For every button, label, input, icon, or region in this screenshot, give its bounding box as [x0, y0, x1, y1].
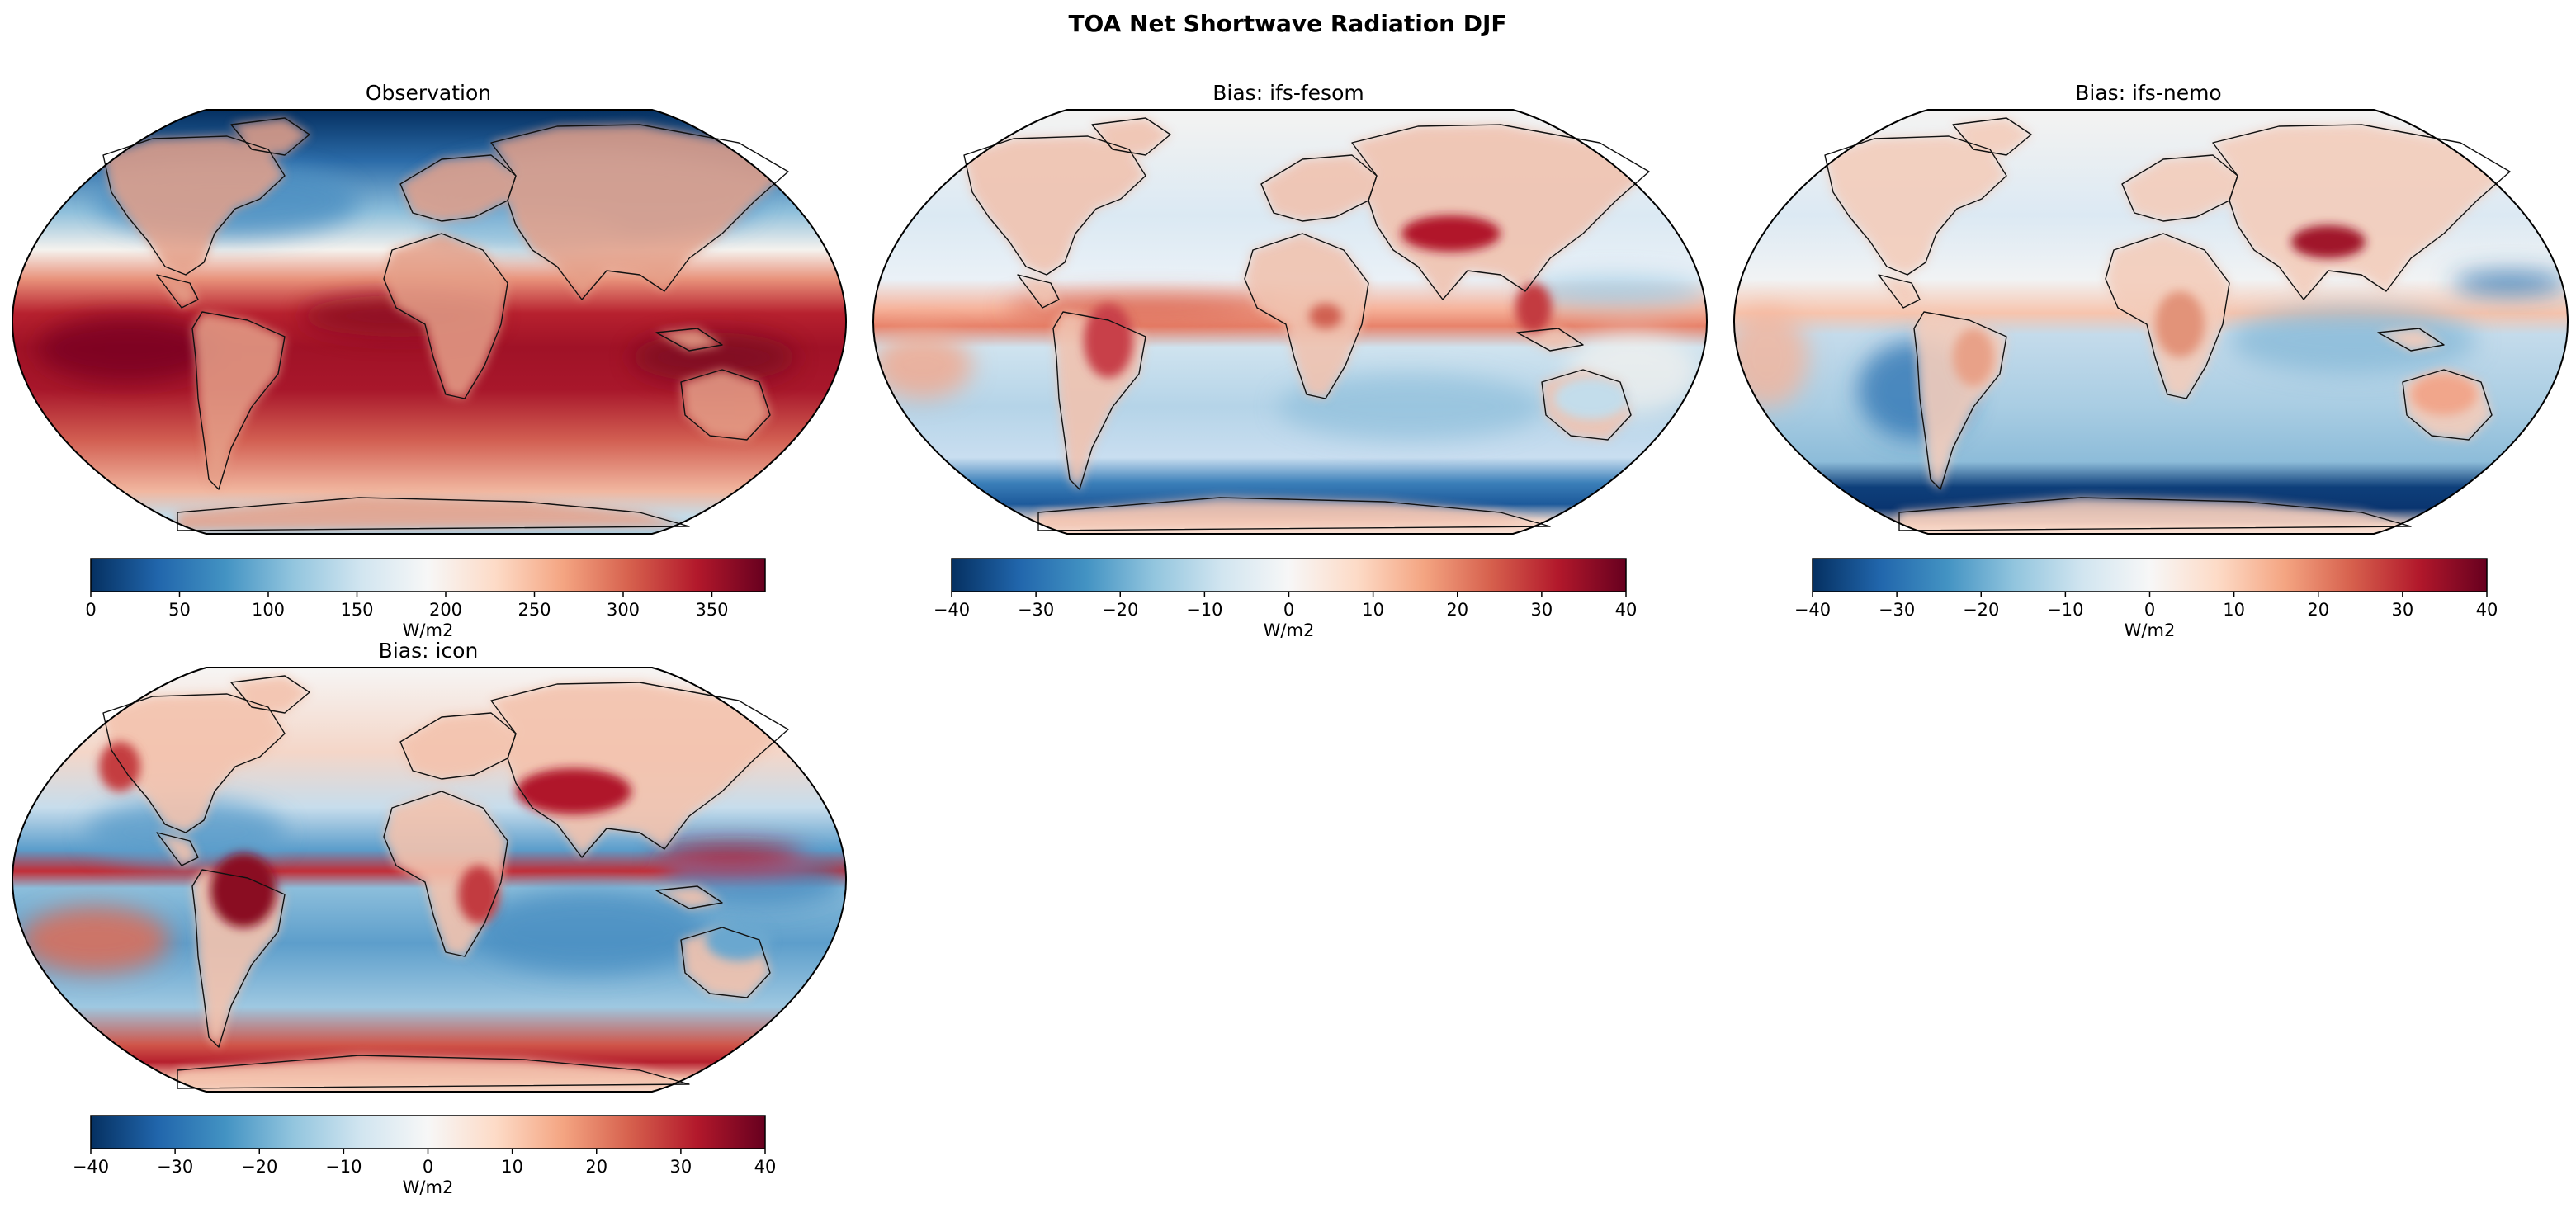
map-bias-ifs-fesom — [872, 109, 1709, 535]
colorbar-tick-label: −30 — [157, 1157, 193, 1177]
colorbar-gradient — [951, 558, 1627, 592]
colorbar-tick-label: −10 — [2047, 600, 2083, 620]
colorbar-tick-label: 200 — [429, 600, 462, 620]
colorbar-tick-label: 30 — [1531, 600, 1553, 620]
panel-title: Bias: ifs-fesom — [1212, 81, 1364, 105]
colorbar-bias-ifs-nemo: −40 −30 −20 −10 0 10 20 30 40 W/m2 — [1794, 558, 2498, 640]
colorbar-tick-label: −40 — [73, 1157, 109, 1177]
colorbar-unit-label: W/m2 — [403, 621, 454, 640]
map-bias-ifs-nemo — [1732, 109, 2569, 535]
colorbar-unit-label: W/m2 — [403, 1178, 454, 1197]
colorbar-observation: 0 50 100 150 200 250 300 350 W/m2 — [85, 558, 766, 640]
colorbar-tick-label: −30 — [1879, 600, 1915, 620]
colorbar-tick-label: 10 — [501, 1157, 523, 1177]
map-observation — [11, 109, 848, 535]
colorbar-tick-label: 10 — [2223, 600, 2245, 620]
colorbar-tick-label: 30 — [2392, 600, 2414, 620]
colorbar-unit-label: W/m2 — [1264, 621, 1315, 640]
panel-bias-ifs-fesom: Bias: ifs-fesom −40 −30 −20 −10 0 10 20 30 40 W/m… — [872, 81, 1709, 640]
colorbar-tick-label: 250 — [518, 600, 551, 620]
map-frame — [11, 109, 848, 535]
panel-bias-icon: Bias: icon −40 −30 −20 −10 0 10 20 30 40 W/m2 — [11, 639, 848, 1197]
colorbar-tick-label: 0 — [1283, 600, 1294, 620]
colorbar-tick-label: 0 — [85, 600, 96, 620]
colorbar-tick-label: 0 — [2144, 600, 2155, 620]
colorbar-tick-label: 40 — [2476, 600, 2498, 620]
colorbar-tick-label: 40 — [1615, 600, 1638, 620]
colorbar-gradient — [90, 1115, 766, 1149]
colorbar-tick-label: 30 — [670, 1157, 692, 1177]
colorbar-tick-label: 20 — [1446, 600, 1468, 620]
colorbar-tick-label: 20 — [2307, 600, 2329, 620]
colorbar-bias-ifs-fesom: −40 −30 −20 −10 0 10 20 30 40 W/m2 — [934, 558, 1638, 640]
colorbar-gradient — [90, 558, 766, 592]
colorbar-tick-label: 350 — [695, 600, 728, 620]
map-frame — [872, 109, 1709, 535]
colorbar-bias-icon: −40 −30 −20 −10 0 10 20 30 40 W/m2 — [73, 1115, 777, 1197]
colorbar-tick-label: 0 — [423, 1157, 433, 1177]
colorbar-tick-label: 40 — [754, 1157, 777, 1177]
colorbar-tick-label: −10 — [325, 1157, 362, 1177]
colorbar-tick-label: 150 — [340, 600, 373, 620]
colorbar-tick-label: −40 — [934, 600, 970, 620]
colorbar-tick-label: −20 — [241, 1157, 277, 1177]
colorbar-tick-label: −30 — [1018, 600, 1054, 620]
colorbar-tick-label: −20 — [1102, 600, 1138, 620]
colorbar-tick-label: 20 — [585, 1157, 607, 1177]
map-frame — [11, 667, 848, 1093]
panel-observation: Observation 0 50 100 150 200 250 300 350 W/m2 — [11, 81, 848, 640]
panel-title: Bias: ifs-nemo — [2075, 81, 2221, 105]
colorbar-tick-label: −20 — [1963, 600, 1999, 620]
colorbar-tick-label: 100 — [252, 600, 285, 620]
colorbar-tick-label: −10 — [1186, 600, 1222, 620]
colorbar-tick-label: 10 — [1362, 600, 1384, 620]
figure-title: TOA Net Shortwave Radiation DJF — [1068, 10, 1506, 37]
colorbar-gradient — [1812, 558, 2488, 592]
panel-title: Observation — [366, 81, 491, 105]
colorbar-tick-label: −40 — [1794, 600, 1831, 620]
panel-bias-ifs-nemo: Bias: ifs-nemo −40 −30 −20 −10 0 10 20 30 40 W/m2 — [1732, 81, 2569, 640]
map-frame — [1732, 109, 2569, 535]
map-bias-icon — [11, 667, 848, 1093]
colorbar-tick-label: 300 — [607, 600, 640, 620]
panel-title: Bias: icon — [379, 639, 479, 663]
colorbar-tick-label: 50 — [168, 600, 191, 620]
colorbar-unit-label: W/m2 — [2125, 621, 2176, 640]
